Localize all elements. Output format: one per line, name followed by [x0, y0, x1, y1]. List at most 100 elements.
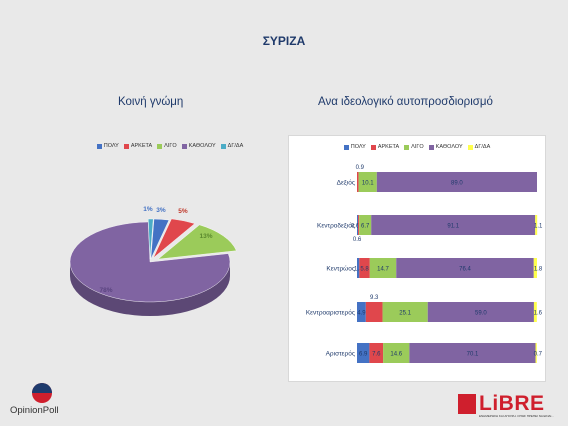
- bar-data-label: 14.6: [390, 352, 402, 358]
- bar-category-label: Αριστερός: [326, 350, 355, 358]
- bar-legend-swatch: [428, 144, 434, 150]
- pie-data-label: 5%: [178, 208, 188, 215]
- bar-segment-αρκετα: [357, 172, 359, 192]
- pie-slice-side: [70, 262, 230, 316]
- bar-legend-swatch: [370, 144, 376, 150]
- slide-title: ΣΥΡΙΖΑ: [262, 34, 306, 48]
- bar-legend-swatch: [343, 144, 349, 150]
- bar-segment-πολυ: [357, 215, 359, 235]
- bar-data-label: 10.1: [362, 181, 374, 187]
- bar-data-label: 0.6: [351, 224, 360, 230]
- bar-segment-αρκετα: [369, 343, 384, 363]
- pie-data-label: 78%: [99, 287, 112, 294]
- pie-legend-swatch: [96, 143, 102, 149]
- bar-segment-λιγο: [358, 172, 377, 192]
- bar-data-label: 14.7: [377, 267, 389, 273]
- bar-segment-καθολου: [376, 172, 537, 192]
- bar-data-label: 25.1: [399, 311, 411, 317]
- pie-slice-πολυ: [150, 218, 170, 260]
- bar-data-label: 4.9: [357, 311, 366, 317]
- bar-category-label: Κεντρώος: [326, 265, 355, 273]
- bar-data-label: 76.4: [459, 267, 471, 273]
- bar-data-label: 1.1: [534, 224, 543, 230]
- bar-segment-πολυ: [357, 258, 360, 278]
- bar-data-label: 91.1: [447, 224, 459, 230]
- pie-data-label: 1%: [143, 206, 153, 213]
- bar-segment-λιγο: [382, 302, 428, 322]
- bar-segment-πολυ: [357, 343, 370, 363]
- pie-legend-label: ΚΑΘΟΛΟΥ: [188, 143, 216, 149]
- bar-segment-καθολου: [371, 215, 536, 235]
- bar-legend-label: ΑΡΚΕΤΑ: [377, 144, 400, 150]
- bar-chart-panel: ΠΟΛΥ ΑΡΚΕΤΑ ΛΙΓΟ ΚΑΘΟΛΟΥ ΔΓ/ΔΑ Δεξιός 0.9 10.1…: [288, 135, 546, 382]
- pie-slice-αρκετα: [153, 218, 196, 258]
- bar-segment-λιγο: [383, 343, 410, 363]
- bar-data-label: 1.6: [534, 311, 543, 317]
- bar-legend-label: ΛΙΓΟ: [411, 144, 424, 150]
- pie-legend-swatch: [157, 143, 163, 149]
- bar-category-label: Δεξιός: [337, 179, 355, 187]
- bar-legend-item: ΑΡΚΕΤΑ: [370, 144, 400, 150]
- pie-legend-swatch: [220, 143, 226, 149]
- bar-legend-item: ΛΙΓΟ: [404, 144, 424, 150]
- bar-data-label: 6.9: [359, 352, 368, 358]
- bar-segment-δγ-δα: [535, 343, 537, 363]
- bar-data-label: 70.1: [467, 352, 479, 358]
- pie-legend-item: ΛΙΓΟ: [157, 143, 177, 149]
- bar-data-label: 9.3: [370, 295, 379, 301]
- bar-category-label: Κεντροαριστερός: [306, 309, 355, 317]
- opinionpoll-logo-mark: [32, 383, 52, 403]
- bar-data-label: 1.3: [354, 267, 363, 273]
- pie-data-label: 3%: [156, 207, 166, 214]
- bar-data-label: 0.9: [356, 165, 365, 171]
- pie-legend-label: ΔΓ/ΔΑ: [227, 143, 244, 149]
- bar-segment-λιγο: [359, 215, 372, 235]
- bar-segment-δγ-δα: [535, 215, 538, 235]
- bar-legend-item: ΔΓ/ΔΑ: [467, 144, 491, 150]
- bar-segment-καθολου: [409, 343, 536, 363]
- bar-category-label: Κεντροδεξιός: [317, 222, 355, 230]
- bar-data-label: 89.0: [451, 181, 463, 187]
- pie-legend-label: ΛΙΓΟ: [164, 143, 177, 149]
- opinionpoll-logo-text: OpinionPoll: [10, 405, 59, 416]
- bar-segment-αρκετα: [365, 302, 383, 322]
- pie-data-label: 13%: [199, 233, 212, 240]
- pie-slice-καθολου: [69, 221, 231, 303]
- bar-legend-label: ΚΑΘΟΛΟΥ: [435, 144, 463, 150]
- bar-data-label: 59.0: [475, 311, 487, 317]
- pie-legend: ΠΟΛΥ ΑΡΚΕΤΑ ΛΙΓΟ ΚΑΘΟΛΟΥ ΔΓ/ΔΑ: [60, 143, 280, 149]
- pie-legend-item: ΑΡΚΕΤΑ: [123, 143, 153, 149]
- bar-legend-label: ΔΓ/ΔΑ: [474, 144, 491, 150]
- bar-segment-δγ-δα: [533, 302, 537, 322]
- bar-segment-καθολου: [396, 258, 534, 278]
- libre-logo-tagline: ΕΝΗΜΕΡΩΣΗ ΚΑΙ ΑΠΟΨΗ. ΟΠΩΣ ΠΡΕΠΕΙ ΝΑ ΕΙΝΑ…: [479, 414, 554, 418]
- bar-legend: ΠΟΛΥ ΑΡΚΕΤΑ ΛΙΓΟ ΚΑΘΟΛΟΥ ΔΓ/ΔΑ: [289, 144, 545, 150]
- bar-legend-swatch: [404, 144, 410, 150]
- bar-data-label: 0.7: [534, 352, 543, 358]
- pie-legend-swatch: [123, 143, 129, 149]
- bar-legend-label: ΠΟΛΥ: [350, 144, 366, 150]
- bar-data-label: 7.6: [372, 352, 381, 358]
- pie-slice-δγ-δα: [148, 218, 154, 260]
- libre-logo-mark: [458, 394, 476, 414]
- pie-legend-label: ΠΟΛΥ: [103, 143, 119, 149]
- bar-data-label: 0.6: [353, 237, 362, 243]
- pie-legend-item: ΠΟΛΥ: [96, 143, 119, 149]
- pie-legend-item: ΔΓ/ΔΑ: [220, 143, 244, 149]
- pie-legend-label: ΑΡΚΕΤΑ: [130, 143, 153, 149]
- libre-logo: LiBRE ΕΝΗΜΕΡΩΣΗ ΚΑΙ ΑΠΟΨΗ. ΟΠΩΣ ΠΡΕΠΕΙ Ν…: [458, 392, 558, 422]
- bar-data-label: 5.8: [360, 267, 369, 273]
- pie-legend-item: ΚΑΘΟΛΟΥ: [181, 143, 216, 149]
- bar-legend-item: ΠΟΛΥ: [343, 144, 366, 150]
- bar-data-label: 6.7: [361, 224, 370, 230]
- pie-legend-swatch: [181, 143, 187, 149]
- libre-logo-word: LiBRE: [479, 392, 545, 415]
- bar-data-label: 1.8: [534, 267, 543, 273]
- pie-chart-title: Κοινή γνώμη: [118, 96, 184, 108]
- bar-legend-swatch: [467, 144, 473, 150]
- bar-segment-αρκετα: [359, 258, 370, 278]
- bar-segment-λιγο: [369, 258, 397, 278]
- bar-segment-αρκετα: [358, 215, 360, 235]
